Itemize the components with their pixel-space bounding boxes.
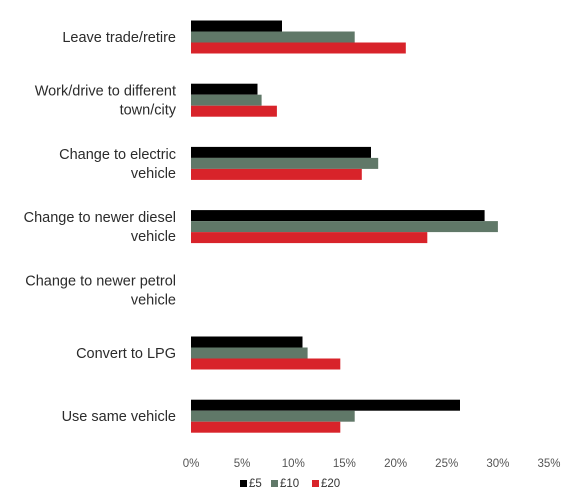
x-tick-label: 0% [183, 458, 200, 470]
category-label: Change to newer petrol [25, 273, 176, 289]
category-label: Convert to LPG [76, 346, 176, 362]
bar-2-category-4 [191, 221, 498, 233]
bar-1-category-4 [191, 210, 485, 222]
legend-swatch [240, 480, 247, 487]
bars-layer [191, 20, 498, 433]
category-label: Work/drive to different [35, 84, 176, 100]
bar-3-category-1 [191, 42, 406, 54]
x-tick-label: 25% [435, 458, 458, 470]
legend: £5 £10 £20 [240, 478, 340, 490]
x-tick-label: 5% [234, 458, 251, 470]
x-axis-ticks: 0% 5% 10% 15% 20% 25% 30% 35% [183, 458, 561, 470]
category-label: town/city [120, 103, 177, 119]
category-label: Use same vehicle [62, 409, 176, 425]
category-label: vehicle [131, 292, 176, 308]
bar-3-category-6 [191, 358, 341, 370]
x-tick-label: 20% [384, 458, 407, 470]
category-label: vehicle [131, 166, 176, 182]
category-labels: Leave trade/retire Work/drive to differen… [24, 30, 177, 425]
category-label: Change to electric [59, 147, 176, 163]
legend-swatch [271, 480, 278, 487]
bar-2-category-2 [191, 94, 262, 106]
x-tick-label: 30% [486, 458, 509, 470]
x-tick-label: 10% [282, 458, 305, 470]
bar-3-category-7 [191, 421, 341, 433]
category-label: vehicle [131, 229, 176, 245]
category-label: Leave trade/retire [62, 30, 176, 46]
bar-1-category-3 [191, 146, 371, 158]
bar-3-category-2 [191, 105, 277, 117]
x-tick-label: 15% [333, 458, 356, 470]
legend-label: £5 [249, 478, 262, 490]
legend-label: £20 [321, 478, 340, 490]
bar-2-category-1 [191, 31, 355, 43]
x-tick-label: 35% [537, 458, 560, 470]
bar-3-category-4 [191, 232, 428, 244]
bar-3-category-3 [191, 168, 362, 180]
bar-2-category-6 [191, 347, 308, 359]
bar-1-category-2 [191, 83, 258, 95]
bar-1-category-1 [191, 20, 282, 32]
bar-2-category-3 [191, 157, 379, 169]
category-label: Change to newer diesel [24, 210, 176, 226]
legend-label: £10 [280, 478, 299, 490]
bar-2-category-7 [191, 410, 355, 422]
bar-1-category-6 [191, 336, 303, 348]
legend-swatch [312, 480, 319, 487]
bar-1-category-7 [191, 399, 460, 411]
